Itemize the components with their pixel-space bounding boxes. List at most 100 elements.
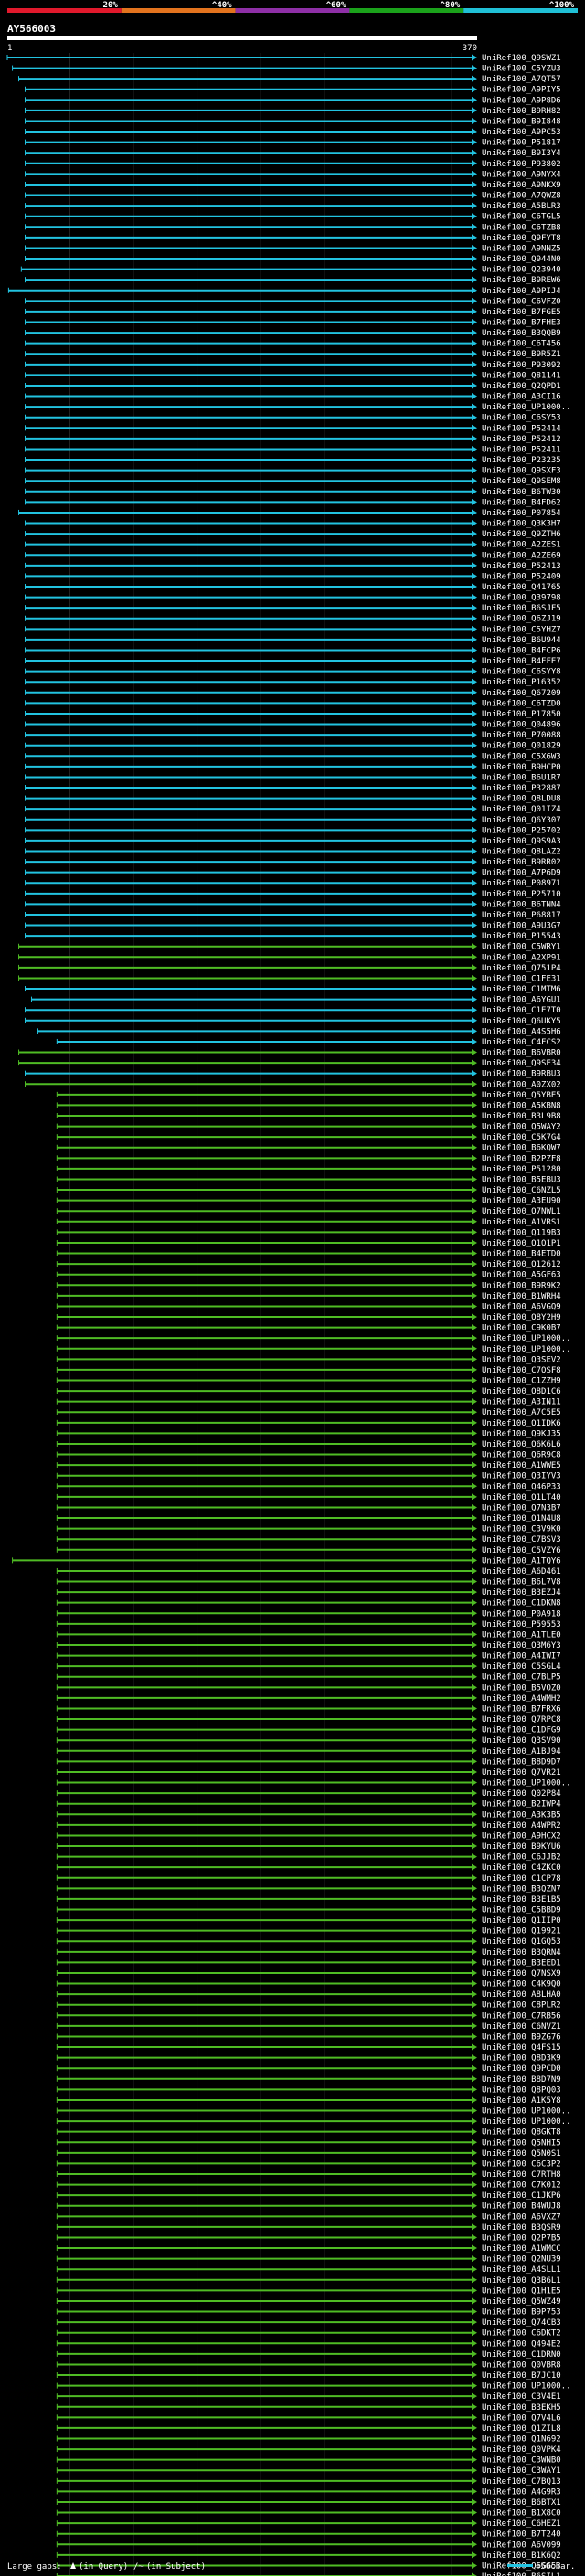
hit-row: UniRef100_C1FE31 — [18, 974, 561, 983]
hit-row: UniRef100_B3QRN4 — [56, 1948, 561, 1957]
hit-row: UniRef100_A2ZE69 — [25, 551, 561, 560]
hit-row: UniRef100_P25710 — [25, 890, 561, 899]
hit-arrow-icon — [472, 2265, 477, 2273]
hit-label: UniRef100_A4S5H6 — [482, 1027, 561, 1036]
hit-row: UniRef100_P52412 — [25, 435, 561, 444]
hit-row: UniRef100_Q1ZIL8 — [56, 2424, 561, 2433]
hit-row: UniRef100_A1TQY6 — [12, 1556, 561, 1565]
hit-arrow-icon — [472, 1736, 477, 1744]
hit-label: UniRef100_Q3M6Y3 — [482, 1641, 561, 1650]
hit-row: UniRef100_C5VZY6 — [56, 1546, 561, 1555]
hit-row: UniRef100_C6TGL5 — [25, 213, 561, 222]
hit-arrow-icon — [472, 2403, 477, 2411]
hit-row: UniRef100_A3CI16 — [25, 393, 561, 402]
hit-row: UniRef100_A9U3G7 — [25, 922, 561, 931]
hit-arrow-icon — [472, 340, 477, 347]
hit-label: UniRef100_Q5WZ49 — [482, 2297, 561, 2306]
hit-label: UniRef100_Q81141 — [482, 371, 561, 380]
hit-label: UniRef100_C1DFG9 — [482, 1726, 561, 1735]
hit-row: UniRef100_A5KBN8 — [56, 1101, 561, 1110]
hit-arrow-icon — [472, 361, 477, 368]
hit-arrow-icon — [472, 763, 477, 770]
hit-arrow-icon — [472, 287, 477, 294]
hit-row: UniRef100_P32887 — [25, 784, 561, 793]
hit-arrow-icon — [472, 1049, 477, 1056]
hit-row: UniRef100_C6SY53 — [25, 414, 561, 423]
hit-label: UniRef100_B3E1B5 — [482, 1895, 561, 1904]
hit-label: UniRef100_Q119B3 — [482, 1228, 561, 1237]
hit-label: UniRef100_Q9ZTH6 — [482, 530, 561, 539]
hit-arrow-icon — [472, 1408, 477, 1415]
hit-row: UniRef100_Q46P33 — [56, 1482, 561, 1491]
hit-arrow-icon — [472, 445, 477, 452]
hit-row: UniRef100_B9RBU3 — [25, 1070, 561, 1079]
hit-label: UniRef100_C6T456 — [482, 340, 561, 349]
hit-arrow-icon — [472, 297, 477, 304]
hit-row: UniRef100_Q3IYV3 — [56, 1472, 561, 1481]
hit-label: UniRef100_C7BSV3 — [482, 1535, 561, 1544]
hit-arrow-icon — [472, 1059, 477, 1066]
hit-row: UniRef100_UP1000.. — [56, 2117, 571, 2126]
hit-label: UniRef100_Q3SEV2 — [482, 1355, 561, 1364]
hit-arrow-icon — [472, 1503, 477, 1511]
hit-arrow-icon — [472, 2032, 477, 2040]
hit-arrow-icon — [472, 1461, 477, 1468]
hit-label: UniRef100_Q01829 — [482, 742, 561, 751]
hit-row: UniRef100_Q1Q1P1 — [56, 1239, 561, 1248]
hit-arrow-icon — [472, 2540, 477, 2548]
hit-row: UniRef100_B9I848 — [25, 117, 561, 126]
hit-label: UniRef100_B6BTX1 — [482, 2498, 561, 2507]
hit-row: UniRef100_C7RTH8 — [56, 2170, 561, 2179]
hit-row: UniRef100_A4IWI7 — [56, 1652, 561, 1661]
hit-arrow-icon — [472, 742, 477, 749]
hit-row: UniRef100_C3V9K0 — [56, 1525, 561, 1534]
hit-arrow-icon — [472, 234, 477, 241]
hit-label: UniRef100_A2ZE69 — [482, 551, 561, 560]
hit-label: UniRef100_B7JC10 — [482, 2371, 561, 2380]
hit-arrow-icon — [472, 223, 477, 230]
hit-arrow-icon — [472, 1863, 477, 1871]
hit-arrow-icon — [472, 1387, 477, 1394]
hit-label: UniRef100_A9NNZ5 — [482, 244, 561, 253]
hit-label: UniRef100_B6TNN4 — [482, 900, 561, 909]
hit-label: UniRef100_Q0VPK4 — [482, 2445, 561, 2454]
hit-label: UniRef100_Q5YBE5 — [482, 1091, 561, 1100]
hit-row: UniRef100_B9I3Y4 — [25, 149, 561, 158]
hit-arrow-icon — [472, 2223, 477, 2231]
hit-arrow-icon — [472, 2371, 477, 2379]
hit-arrow-icon — [472, 900, 477, 907]
hit-label: UniRef100_Q8D1C6 — [482, 1387, 561, 1396]
hit-arrow-icon — [472, 192, 477, 199]
hit-label: UniRef100_B6SJF5 — [482, 604, 561, 613]
hit-arrow-icon — [472, 1027, 477, 1034]
hit-row: UniRef100_Q5NHI5 — [56, 2138, 561, 2147]
hit-arrow-icon — [472, 403, 477, 410]
hit-row: UniRef100_A6D461 — [56, 1567, 561, 1576]
hit-arrow-icon — [472, 1260, 477, 1267]
hit-arrow-icon — [472, 1980, 477, 1988]
hit-arrow-icon — [472, 96, 477, 103]
hit-label: UniRef100_UP1000.. — [482, 1334, 571, 1343]
hit-arrow-icon — [472, 2107, 477, 2115]
hit-label: UniRef100_Q1Q1P1 — [482, 1239, 561, 1248]
hit-arrow-icon — [472, 1810, 477, 1818]
hit-arrow-icon — [472, 1175, 477, 1182]
hit-row: UniRef100_Q67209 — [25, 689, 561, 698]
hit-row: UniRef100_C5X6W3 — [25, 752, 561, 761]
hit-row: UniRef100_Q2NU39 — [56, 2255, 561, 2264]
hit-label: UniRef100_B3L9B8 — [482, 1112, 561, 1121]
hit-arrow-icon — [472, 1821, 477, 1829]
hit-row: UniRef100_A6YGU1 — [30, 996, 561, 1005]
hit-row: UniRef100_C5YHZ7 — [25, 625, 561, 634]
hit-label: UniRef100_Q1N692 — [482, 2435, 561, 2444]
hit-row: UniRef100_Q23940 — [20, 266, 561, 275]
query-start-label: 1 — [7, 44, 12, 53]
hit-row: UniRef100_C5WRY1 — [18, 943, 561, 952]
hit-label: UniRef100_B1X8C0 — [482, 2509, 561, 2518]
hit-row: UniRef100_A9P8D6 — [25, 96, 561, 105]
hit-label: UniRef100_Q5WAY2 — [482, 1123, 561, 1132]
hit-row: UniRef100_C6C3P2 — [56, 2159, 561, 2168]
hit-row: UniRef100_B1X8C0 — [56, 2509, 561, 2518]
hit-row: UniRef100_Q1N4U8 — [56, 1514, 561, 1523]
hit-row: UniRef100_A4SLL1 — [56, 2265, 561, 2274]
